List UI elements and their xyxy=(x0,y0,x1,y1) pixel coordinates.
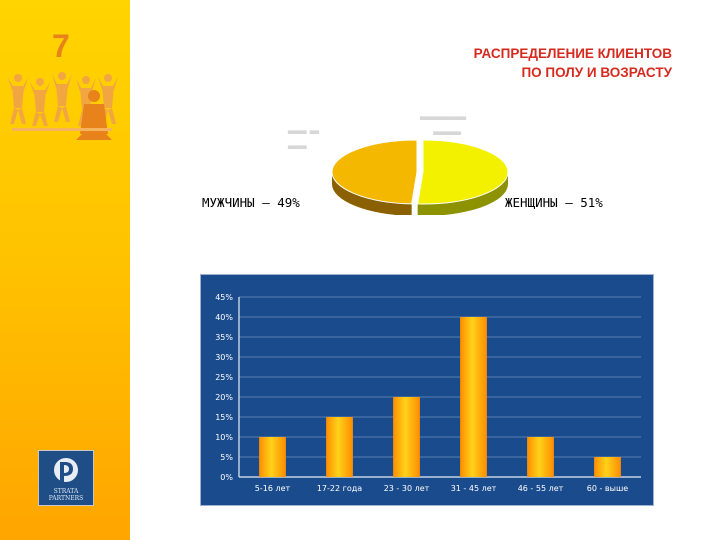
gender-pie-chart xyxy=(331,139,509,215)
pie-slice-men xyxy=(331,139,418,205)
logo-emblem-icon xyxy=(54,458,78,484)
strata-partners-logo: STRATA PARTNERS xyxy=(38,450,94,506)
pie-label-men: МУЖЧИНЫ – 49% xyxy=(202,195,300,210)
bar xyxy=(326,417,353,477)
y-tick-label: 45% xyxy=(215,293,233,302)
x-tick-label: 5-16 лет xyxy=(255,484,291,493)
title-line-2: ПО ПОЛУ И ВОЗРАСТУ xyxy=(521,65,672,80)
title-line-1: РАСПРЕДЕЛЕНИЕ КЛИЕНТОВ xyxy=(473,46,672,61)
y-tick-label: 20% xyxy=(215,393,233,402)
ghost-label-right: ▂▂▂▂▂ ▂▂▂ xyxy=(420,106,467,135)
bar xyxy=(527,437,554,477)
x-tick-label: 17-22 года xyxy=(317,484,362,493)
x-tick-label: 46 - 55 лет xyxy=(518,484,564,493)
slide-number: 7 xyxy=(52,28,70,64)
pie-slice-women xyxy=(417,139,509,205)
pie-label-women: ЖЕНЩИНЫ – 51% xyxy=(505,195,603,210)
y-tick-label: 30% xyxy=(215,353,233,362)
y-tick-label: 40% xyxy=(215,313,233,322)
bar xyxy=(594,457,621,477)
y-tick-label: 35% xyxy=(215,333,233,342)
pie-slice-side-0 xyxy=(417,172,508,215)
y-tick-label: 0% xyxy=(220,473,233,482)
x-tick-label: 23 - 30 лет xyxy=(384,484,430,493)
x-tick-label: 31 - 45 лет xyxy=(451,484,497,493)
pie-slice-side-1 xyxy=(332,172,412,215)
age-bar-chart: 0% 5% 10% 15% 20% 25% 30% 35% 40% 45% 5-16 лет 17-2… xyxy=(215,293,641,493)
age-bar-chart-panel: 0% 5% 10% 15% 20% 25% 30% 35% 40% 45% 5-16 лет 17-2… xyxy=(200,274,654,506)
y-tick-label: 5% xyxy=(220,453,233,462)
slide-title: РАСПРЕДЕЛЕНИЕ КЛИЕНТОВ ПО ПОЛУ И ВОЗРАСТ… xyxy=(474,44,672,82)
bar xyxy=(460,317,487,477)
dancers-illustration xyxy=(8,72,118,140)
bar xyxy=(393,397,420,477)
x-tick-label: 60 - выше xyxy=(587,484,629,493)
ghost-label-left: ▂▂ ▂ ▂▂ xyxy=(288,120,320,149)
y-tick-label: 15% xyxy=(215,413,233,422)
bar xyxy=(259,437,286,477)
y-tick-label: 25% xyxy=(215,373,233,382)
y-tick-label: 10% xyxy=(215,433,233,442)
sidebar: 7 STRATA PARTNERS xyxy=(0,0,130,540)
